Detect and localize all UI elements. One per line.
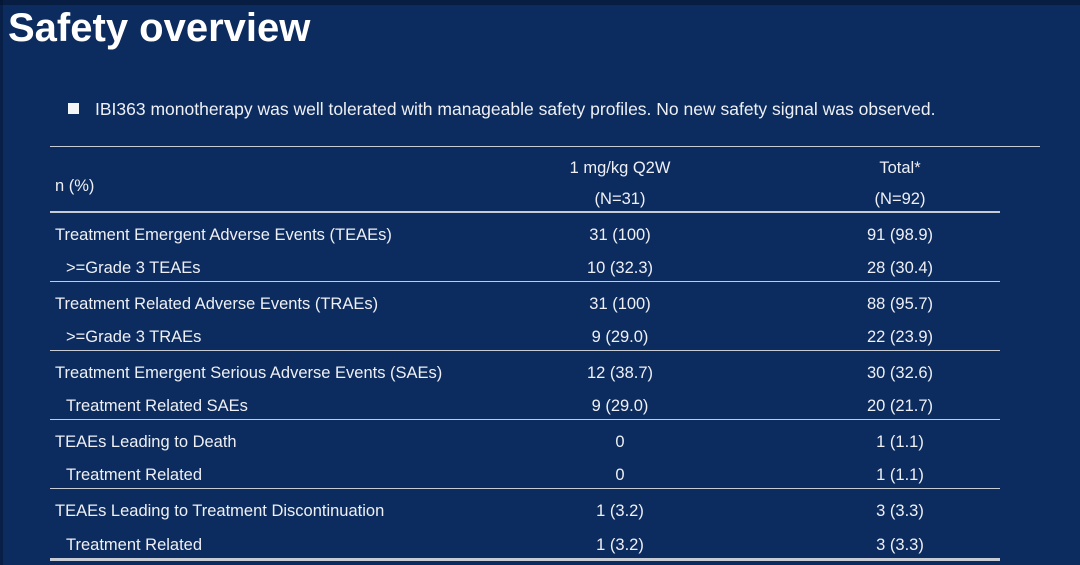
slide-top-edge <box>0 0 1080 5</box>
table-header: n (%) 1 mg/kg Q2W (N=31) Total* (N=92) <box>50 147 1000 213</box>
row-label: >=Grade 3 TRAEs <box>66 328 202 346</box>
safety-table: n (%) 1 mg/kg Q2W (N=31) Total* (N=92) T… <box>50 146 1040 561</box>
bullet-square-icon <box>68 103 79 114</box>
row-value-total: 28 (30.4) <box>866 259 934 277</box>
table-row: Treatment Related 1 (3.2) 3 (3.3) <box>50 524 1000 559</box>
row-label: >=Grade 3 TEAEs <box>66 259 201 277</box>
row-value-total: 91 (98.9) <box>866 225 934 244</box>
row-value-total: 20 (21.7) <box>866 397 934 415</box>
table-row: Treatment Emergent Adverse Events (TEAEs… <box>50 213 1000 248</box>
row-value-total: 1 (1.1) <box>876 432 924 451</box>
table-row: Treatment Related 0 1 (1.1) <box>50 455 1000 489</box>
row-value-q2w: 31 (100) <box>589 225 651 244</box>
bullet-text: IBI363 monotherapy was well tolerated wi… <box>95 99 936 119</box>
row-value-total: 22 (23.9) <box>866 328 934 346</box>
table-rows: Treatment Emergent Adverse Events (TEAEs… <box>50 213 1000 561</box>
row-value-q2w: 9 (29.0) <box>591 397 649 415</box>
row-label: Treatment Emergent Serious Adverse Event… <box>55 363 443 382</box>
row-label: Treatment Related SAEs <box>66 397 248 415</box>
header-dose-n: (N=31) <box>594 190 646 208</box>
header-total-n: (N=92) <box>874 190 926 208</box>
table-row: Treatment Emergent Serious Adverse Event… <box>50 351 1000 386</box>
header-dose-label: 1 mg/kg Q2W <box>569 159 671 177</box>
row-value-q2w: 1 (3.2) <box>596 501 644 520</box>
row-value-q2w: 1 (3.2) <box>596 536 644 554</box>
row-value-total: 30 (32.6) <box>866 363 934 382</box>
table-row: TEAEs Leading to Death 0 1 (1.1) <box>50 420 1000 455</box>
row-label: TEAEs Leading to Treatment Discontinuati… <box>55 501 385 520</box>
bullet-line: IBI363 monotherapy was well tolerated wi… <box>68 99 1073 119</box>
table-row: >=Grade 3 TRAEs 9 (29.0) 22 (23.9) <box>50 317 1000 351</box>
row-value-total: 1 (1.1) <box>876 466 924 484</box>
row-value-q2w: 0 <box>615 432 625 451</box>
row-value-q2w: 12 (38.7) <box>586 363 654 382</box>
table-row: >=Grade 3 TEAEs 10 (32.3) 28 (30.4) <box>50 248 1000 282</box>
table-row: Treatment Related SAEs 9 (29.0) 20 (21.7) <box>50 386 1000 420</box>
header-dose-column: 1 mg/kg Q2W (N=31) <box>440 157 800 211</box>
row-value-q2w: 31 (100) <box>589 294 651 313</box>
slide-left-edge <box>0 0 3 565</box>
header-n-percent: n (%) <box>55 176 95 195</box>
table-row: Treatment Related Adverse Events (TRAEs)… <box>50 282 1000 317</box>
row-value-q2w: 10 (32.3) <box>586 259 654 277</box>
row-label: Treatment Emergent Adverse Events (TEAEs… <box>55 225 392 244</box>
header-total-label: Total* <box>879 159 921 177</box>
header-total-column: Total* (N=92) <box>800 157 1000 211</box>
row-value-q2w: 9 (29.0) <box>591 328 649 346</box>
row-value-total: 88 (95.7) <box>866 294 934 313</box>
row-label: Treatment Related Adverse Events (TRAEs) <box>55 294 379 313</box>
table-row: TEAEs Leading to Treatment Discontinuati… <box>50 489 1000 524</box>
row-label: Treatment Related <box>66 536 203 554</box>
row-label: Treatment Related <box>66 466 203 484</box>
page-title: Safety overview <box>8 6 311 50</box>
row-value-total: 3 (3.3) <box>876 501 924 520</box>
row-label: TEAEs Leading to Death <box>55 432 237 451</box>
row-value-q2w: 0 <box>615 466 625 484</box>
row-value-total: 3 (3.3) <box>876 536 924 554</box>
